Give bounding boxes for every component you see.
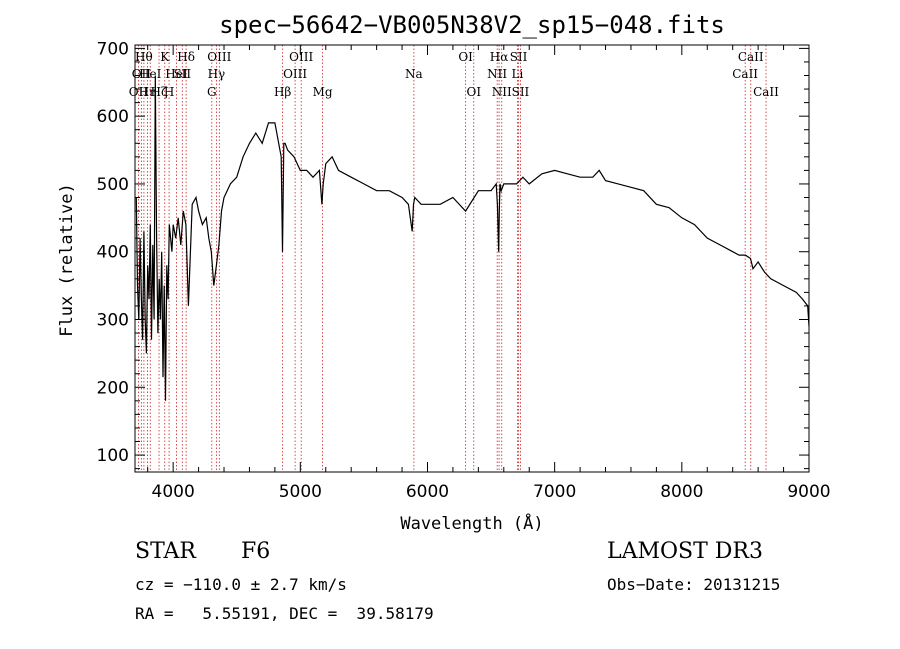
line-label: Hβ	[274, 85, 291, 99]
line-label: HeI	[165, 67, 188, 81]
line-label: OIII	[289, 50, 313, 64]
x-tick-label: 8000	[660, 482, 703, 502]
y-tick-label: 100	[97, 446, 129, 466]
spectrum-chart: spec−56642−VB005N38V2_sp15−048.fits OII O…	[57, 11, 831, 534]
x-axis-label: Wavelength (Å)	[400, 512, 543, 534]
line-label: Mg	[313, 85, 333, 99]
line-label: H	[164, 85, 174, 99]
y-tick-label: 300	[97, 311, 129, 331]
line-label: Hη	[139, 85, 157, 99]
line-label: HeI	[139, 67, 162, 81]
line-label: SII	[510, 50, 528, 64]
line-label: Li	[511, 67, 523, 81]
x-tick-label: 4000	[152, 482, 195, 502]
x-tick-label: 9000	[787, 482, 830, 502]
redshift-value: cz = −110.0 ± 2.7 km/s	[135, 575, 347, 594]
line-label: Hδ	[177, 50, 195, 64]
y-axis-label: Flux (relative)	[57, 183, 77, 337]
line-label: SII	[512, 85, 530, 99]
line-label: SII	[173, 67, 191, 81]
y-tick-label: 500	[97, 175, 129, 195]
line-label: OII	[129, 85, 149, 99]
x-tick-label: 7000	[533, 482, 576, 502]
line-label: OI	[458, 50, 473, 64]
line-label: OI	[466, 85, 481, 99]
spectral-line-markers	[138, 45, 767, 472]
line-label: NII	[492, 85, 512, 99]
line-label: Hα	[490, 50, 509, 64]
y-tick-label: 200	[97, 378, 129, 398]
object-class: STAR	[135, 539, 196, 564]
line-label: Na	[405, 67, 423, 81]
y-tick-label: 400	[97, 243, 129, 263]
spectrum-series-line	[135, 75, 810, 401]
plot-frame	[134, 44, 810, 473]
y-tick-label: 600	[97, 107, 129, 127]
line-label: G	[207, 85, 217, 99]
line-label: OII	[132, 67, 152, 81]
line-label: CaII	[738, 50, 764, 64]
chart-title: spec−56642−VB005N38V2_sp15−048.fits	[219, 11, 725, 39]
y-axis-ticks: 100 200 300 400 500 600 700	[97, 39, 809, 470]
x-tick-label: 6000	[406, 482, 449, 502]
line-label: CaII	[753, 85, 779, 99]
line-label: OIII	[283, 67, 307, 81]
spectral-line-labels: OIIOIIHθHηHeIHζKHHeISIIHδGHγOIIIHβOIIIOI…	[129, 50, 779, 99]
line-label: K	[160, 50, 170, 64]
line-label: OIII	[207, 50, 231, 64]
line-label: Hγ	[208, 67, 226, 81]
line-label: NII	[487, 67, 507, 81]
coordinates: RA = 5.55191, DEC = 39.58179	[135, 604, 434, 623]
x-axis-ticks: 4000 5000 6000 7000 8000 9000	[147, 45, 831, 502]
line-label: Hθ	[135, 50, 153, 64]
object-subclass: F6	[241, 539, 271, 564]
survey-name: LAMOST DR3	[607, 539, 763, 564]
line-label: CaII	[732, 67, 758, 81]
observation-date: Obs−Date: 20131215	[607, 575, 781, 594]
x-tick-label: 5000	[279, 482, 322, 502]
y-tick-label: 700	[97, 39, 129, 59]
